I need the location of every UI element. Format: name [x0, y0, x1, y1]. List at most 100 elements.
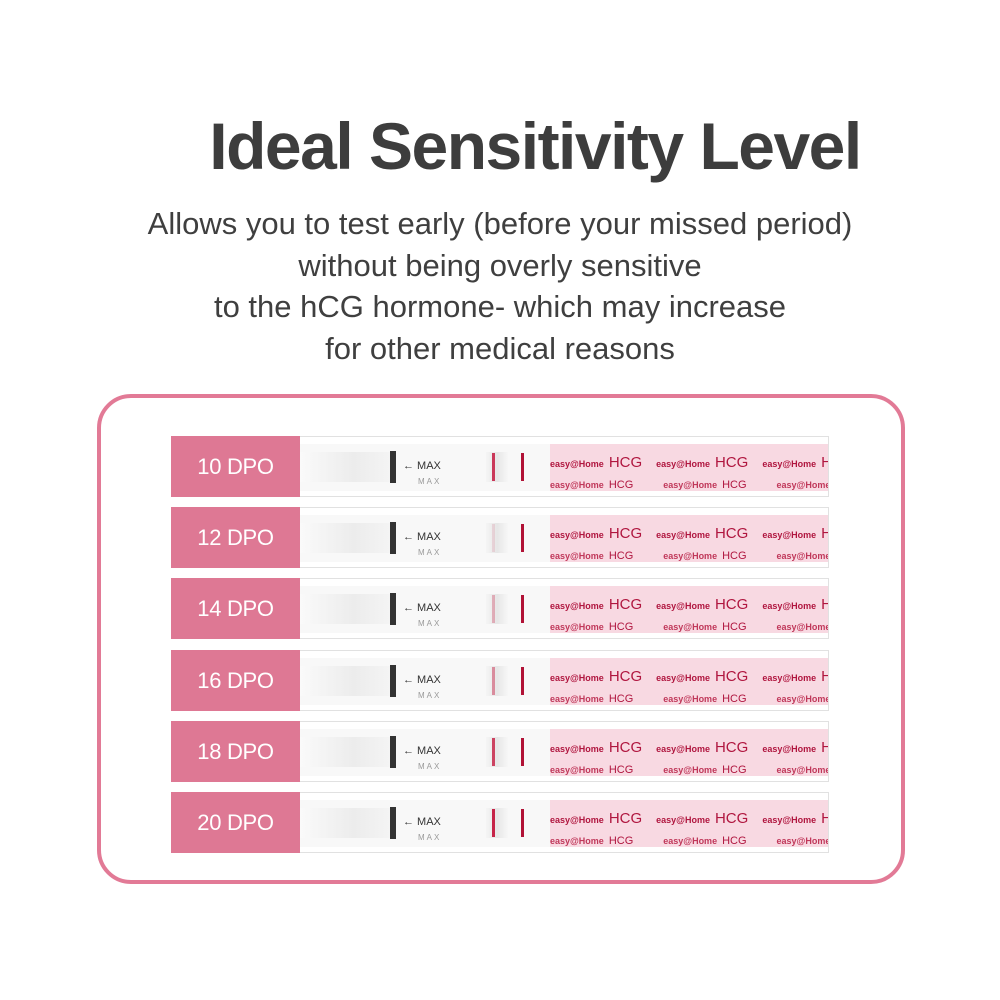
brand-text: easy@Home — [762, 530, 817, 540]
subtitle-line-4: for other medical reasons — [325, 330, 675, 366]
hcg-text: HCG — [608, 525, 643, 542]
dpo-label: 20 DPO — [171, 792, 300, 853]
brand-text: easy@Home — [663, 622, 718, 632]
brand-text: easy@Home — [550, 480, 604, 490]
hcg-text: HCG — [714, 810, 749, 827]
brand-print: easy@HomeHCGeasy@HomeHCGeasy@HomeHCGeasy… — [550, 810, 828, 828]
brand-text: easy@Home — [550, 815, 604, 825]
test-row: 18 DPO ← MAX MAX easy@Home HCG easy@Home HCG ea… — [171, 721, 829, 782]
brand-text: easy@Home — [550, 601, 604, 611]
hcg-text: HCG — [714, 596, 749, 613]
brand-print: easy@HomeHCGeasy@HomeHCGeasy@HomeHCGeasy… — [550, 454, 828, 472]
control-line — [521, 595, 524, 623]
test-row: 20 DPO ← MAX MAX easy@Home HCG easy@Home HCG ea… — [171, 792, 829, 853]
max-line-marker — [390, 736, 396, 768]
test-strip: ← MAX MAX easy@Home HCG easy@Home HCG easy@Hom… — [300, 436, 829, 497]
control-line — [521, 453, 524, 481]
brand-text: easy@Home — [762, 815, 817, 825]
brand-text: easy@Home — [776, 694, 829, 704]
max-arrow-label: ← MAX — [403, 816, 441, 828]
control-line — [521, 524, 524, 552]
test-line — [492, 595, 495, 623]
brand-print-lower: easy@HomeHCGeasy@HomeHCGeasy@HomeHCGeasy… — [550, 831, 828, 847]
brand-text: easy@Home — [762, 601, 817, 611]
test-strip: ← MAX MAX easy@Home HCG easy@Home HCG easy@Hom… — [300, 650, 829, 711]
brand-text: easy@Home — [762, 459, 817, 469]
max-sub-label: MAX — [418, 762, 442, 771]
strip-handle: easy@Home HCG easy@Home HCG easy@Home HCG easy… — [550, 515, 829, 562]
test-line — [492, 809, 495, 837]
hcg-text: HCG — [608, 454, 643, 471]
absorbent-area — [300, 666, 390, 696]
hcg-text: HCG — [722, 550, 747, 562]
brand-text: easy@Home — [663, 765, 718, 775]
control-line — [521, 809, 524, 837]
control-line — [521, 738, 524, 766]
subtitle-line-1: Allows you to test early (before your mi… — [147, 206, 853, 241]
result-window — [486, 737, 508, 767]
absorbent-area — [300, 523, 390, 553]
brand-text: easy@Home — [656, 744, 710, 754]
brand-text: easy@Home — [663, 694, 718, 704]
result-window — [486, 666, 508, 696]
hcg-text: HCG — [608, 764, 634, 776]
result-window — [486, 594, 508, 624]
hcg-text: HCG — [714, 668, 749, 685]
max-sub-label: MAX — [418, 548, 442, 557]
absorbent-area — [300, 808, 390, 838]
test-strip: ← MAX MAX easy@Home HCG easy@Home HCG easy@Hom… — [300, 578, 829, 639]
hcg-text: HCG — [608, 479, 634, 491]
dpo-label: 16 DPO — [171, 650, 300, 711]
hcg-text: HCG — [722, 835, 747, 847]
hcg-text: HCG — [608, 693, 634, 705]
brand-text: easy@Home — [776, 622, 829, 632]
hcg-text: HCG — [608, 550, 634, 562]
strip-handle: easy@Home HCG easy@Home HCG easy@Home HCG easy… — [550, 658, 829, 705]
brand-print-lower: easy@HomeHCGeasy@HomeHCGeasy@HomeHCGeasy… — [550, 617, 829, 633]
hcg-text: HCG — [821, 596, 828, 613]
brand-text: easy@Home — [550, 673, 604, 683]
test-row: 14 DPO ← MAX MAX easy@Home HCG easy@Home HCG ea… — [171, 578, 829, 639]
dpo-label: 12 DPO — [171, 507, 300, 568]
brand-text: easy@Home — [656, 530, 710, 540]
strip-handle: easy@Home HCG easy@Home HCG easy@Home HCG easy… — [550, 586, 829, 633]
result-window — [486, 523, 508, 553]
test-line — [492, 524, 495, 552]
result-window — [486, 452, 508, 482]
hcg-text: HCG — [722, 621, 747, 633]
brand-text: easy@Home — [550, 836, 604, 846]
brand-text: easy@Home — [776, 765, 829, 775]
hcg-text: HCG — [714, 739, 749, 756]
hcg-text: HCG — [608, 739, 643, 756]
strip-handle: easy@Home HCG easy@Home HCG easy@Home HCG easy… — [550, 444, 829, 491]
brand-text: easy@Home — [776, 480, 829, 490]
brand-text: easy@Home — [656, 673, 710, 683]
test-line — [492, 453, 495, 481]
brand-text: easy@Home — [656, 601, 710, 611]
dpo-label: 18 DPO — [171, 721, 300, 782]
hcg-text: HCG — [608, 596, 643, 613]
subtitle: Allows you to test early (before your mi… — [0, 203, 1000, 369]
test-line — [492, 667, 495, 695]
brand-text: easy@Home — [656, 815, 710, 825]
max-arrow-label: ← MAX — [403, 460, 441, 472]
brand-print: easy@HomeHCGeasy@HomeHCGeasy@HomeHCGeasy… — [550, 596, 828, 614]
max-line-marker — [390, 593, 396, 625]
max-sub-label: MAX — [418, 691, 442, 700]
max-sub-label: MAX — [418, 619, 442, 628]
hcg-text: HCG — [722, 693, 747, 705]
brand-text: easy@Home — [550, 765, 604, 775]
hcg-text: HCG — [821, 810, 828, 827]
subtitle-line-2: without being overly sensitive — [298, 247, 702, 283]
brand-text: easy@Home — [663, 480, 718, 490]
strip-handle: easy@Home HCG easy@Home HCG easy@Home HCG easy… — [550, 729, 829, 776]
absorbent-area — [300, 737, 390, 767]
brand-text: easy@Home — [656, 459, 710, 469]
brand-text: easy@Home — [550, 744, 604, 754]
hcg-text: HCG — [608, 621, 634, 633]
brand-text: easy@Home — [776, 551, 829, 561]
max-sub-label: MAX — [418, 833, 442, 842]
result-window — [486, 808, 508, 838]
brand-text: easy@Home — [550, 551, 604, 561]
max-sub-label: MAX — [418, 477, 442, 486]
